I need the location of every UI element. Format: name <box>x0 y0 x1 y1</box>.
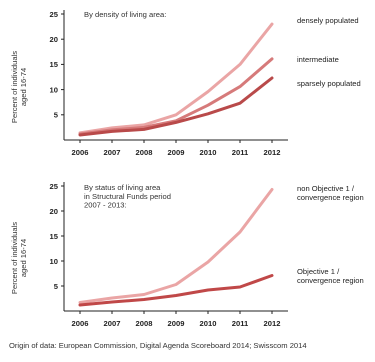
series-label-line: non Objective 1 / <box>297 184 355 193</box>
y-tick-label: 5 <box>54 111 59 120</box>
y-axis-label-line: Percent of individuals <box>10 51 19 123</box>
series-line <box>78 22 274 135</box>
x-tick-label: 2007 <box>104 148 121 157</box>
series-label: sparsely populated <box>297 79 361 88</box>
chart-subtitle-line: By status of living area <box>84 183 161 192</box>
series-label-line: convergence region <box>297 276 364 285</box>
x-tick-label: 2010 <box>200 319 217 328</box>
y-axis-label: Percent of individualsaged 16-74 <box>10 51 28 123</box>
chart-subtitle: By status of living area in Structural Fu… <box>84 183 171 210</box>
y-axis-label-line: aged 16-74 <box>19 68 28 106</box>
y-axis-label-line: Percent of individuals <box>10 222 19 294</box>
x-tick-label: 2012 <box>264 148 281 157</box>
x-tick-label: 2006 <box>72 148 89 157</box>
series-line <box>78 188 274 304</box>
series-label-line: Objective 1 / <box>297 267 340 276</box>
x-tick-label: 2012 <box>264 319 281 328</box>
series-label-line: densely populated <box>297 16 359 25</box>
y-tick-label: 20 <box>50 207 58 216</box>
y-tick-label: 15 <box>50 232 59 241</box>
chart-subtitle-line: By density of living area: <box>84 10 166 19</box>
x-tick-label: 2010 <box>200 148 217 157</box>
series-label-line: sparsely populated <box>297 79 361 88</box>
y-tick-label: 15 <box>50 60 59 69</box>
series-label: non Objective 1 /convergence region <box>297 184 364 202</box>
x-tick-label: 2011 <box>232 148 249 157</box>
x-tick-label: 2006 <box>72 319 89 328</box>
x-tick-label: 2008 <box>136 148 153 157</box>
series-line <box>78 76 274 137</box>
y-axis-label-line: aged 16-74 <box>19 239 28 277</box>
series-label: densely populated <box>297 16 359 25</box>
y-tick-label: 5 <box>54 282 59 291</box>
chart-subtitle-line: in Structural Funds period <box>84 192 171 201</box>
chart-subtitle: By density of living area: <box>84 10 166 19</box>
x-tick-label: 2007 <box>104 319 121 328</box>
x-tick-label: 2011 <box>232 319 249 328</box>
series-label: intermediate <box>297 55 339 64</box>
series-label-line: convergence region <box>297 193 364 202</box>
series-label: Objective 1 /convergence region <box>297 267 364 285</box>
x-tick-label: 2008 <box>136 319 153 328</box>
y-tick-label: 25 <box>50 10 59 19</box>
x-tick-label: 2009 <box>168 319 185 328</box>
y-tick-label: 10 <box>50 257 58 266</box>
chart-subtitle-line: 2007 - 2013: <box>84 201 127 210</box>
series-line <box>78 274 274 307</box>
x-tick-label: 2009 <box>168 148 185 157</box>
y-axis-label: Percent of individualsaged 16-74 <box>10 222 28 294</box>
y-tick-label: 20 <box>50 35 58 44</box>
y-tick-label: 25 <box>50 182 59 191</box>
series-label-line: intermediate <box>297 55 339 64</box>
y-tick-label: 10 <box>50 85 58 94</box>
source-caption: Origin of data: European Commission, Dig… <box>9 341 307 350</box>
